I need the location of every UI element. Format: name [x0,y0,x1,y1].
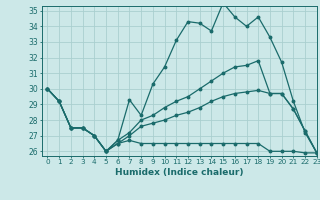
X-axis label: Humidex (Indice chaleur): Humidex (Indice chaleur) [115,168,244,177]
